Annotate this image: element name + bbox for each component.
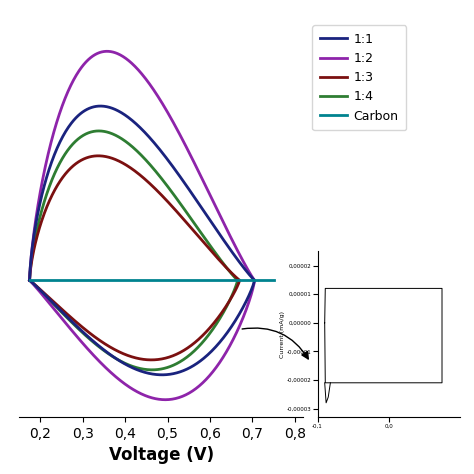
Legend: 1:1, 1:2, 1:3, 1:4, Carbon: 1:1, 1:2, 1:3, 1:4, Carbon	[312, 25, 406, 130]
X-axis label: Voltage (V): Voltage (V)	[109, 447, 214, 465]
Y-axis label: Current (mA/g): Current (mA/g)	[280, 310, 285, 358]
